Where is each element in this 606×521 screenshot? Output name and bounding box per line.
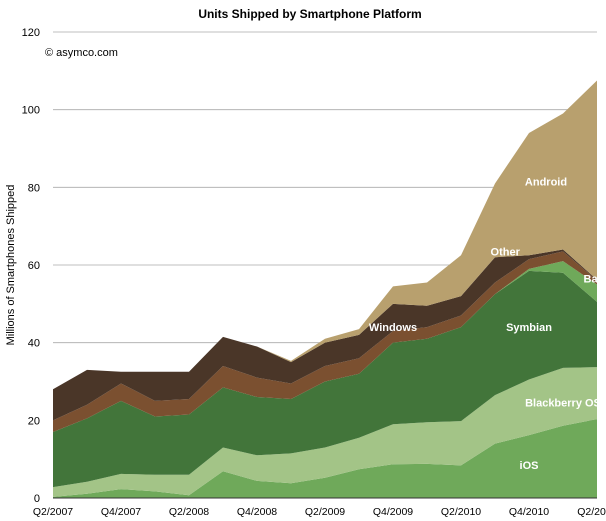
copyright-annotation: © asymco.com xyxy=(45,47,118,59)
area-symbian xyxy=(53,270,597,488)
x-tick-label: Q2/2007 xyxy=(33,506,73,518)
series-label: Blackberry OS xyxy=(525,398,601,410)
area-android xyxy=(53,80,597,390)
x-tick-label: Q2/2008 xyxy=(169,506,209,518)
x-tick-label: Q2/2010 xyxy=(441,506,481,518)
y-tick-label: 60 xyxy=(28,260,40,272)
area-other xyxy=(53,249,597,421)
y-tick-label: 100 xyxy=(22,105,40,117)
y-axis-label: Millions of Smartphones Shipped xyxy=(5,185,17,346)
y-tick-label: 0 xyxy=(34,493,40,505)
x-tick-label: Q4/2010 xyxy=(509,506,549,518)
x-tick-label: Q4/2007 xyxy=(101,506,141,518)
chart-title: Units Shipped by Smartphone Platform xyxy=(198,7,421,21)
y-tick-label: 20 xyxy=(28,415,40,427)
series-label: Windows xyxy=(369,322,417,334)
series-label: Symbian xyxy=(506,322,552,334)
y-tick-label: 80 xyxy=(28,182,40,194)
y-tick-label: 40 xyxy=(28,338,40,350)
area-blackberry-os xyxy=(53,367,597,497)
series-label: iOS xyxy=(520,460,539,472)
x-tick-label: Q2/2009 xyxy=(305,506,345,518)
series-label: Other xyxy=(491,246,521,258)
series-label: Bada xyxy=(584,273,606,285)
y-tick-label: 120 xyxy=(22,27,40,39)
x-tick-label: Q4/2008 xyxy=(237,506,277,518)
series-label: Android xyxy=(525,176,567,188)
x-tick-label: Q2/2011 xyxy=(577,506,606,518)
area-ios xyxy=(53,419,597,498)
x-tick-label: Q4/2009 xyxy=(373,506,413,518)
